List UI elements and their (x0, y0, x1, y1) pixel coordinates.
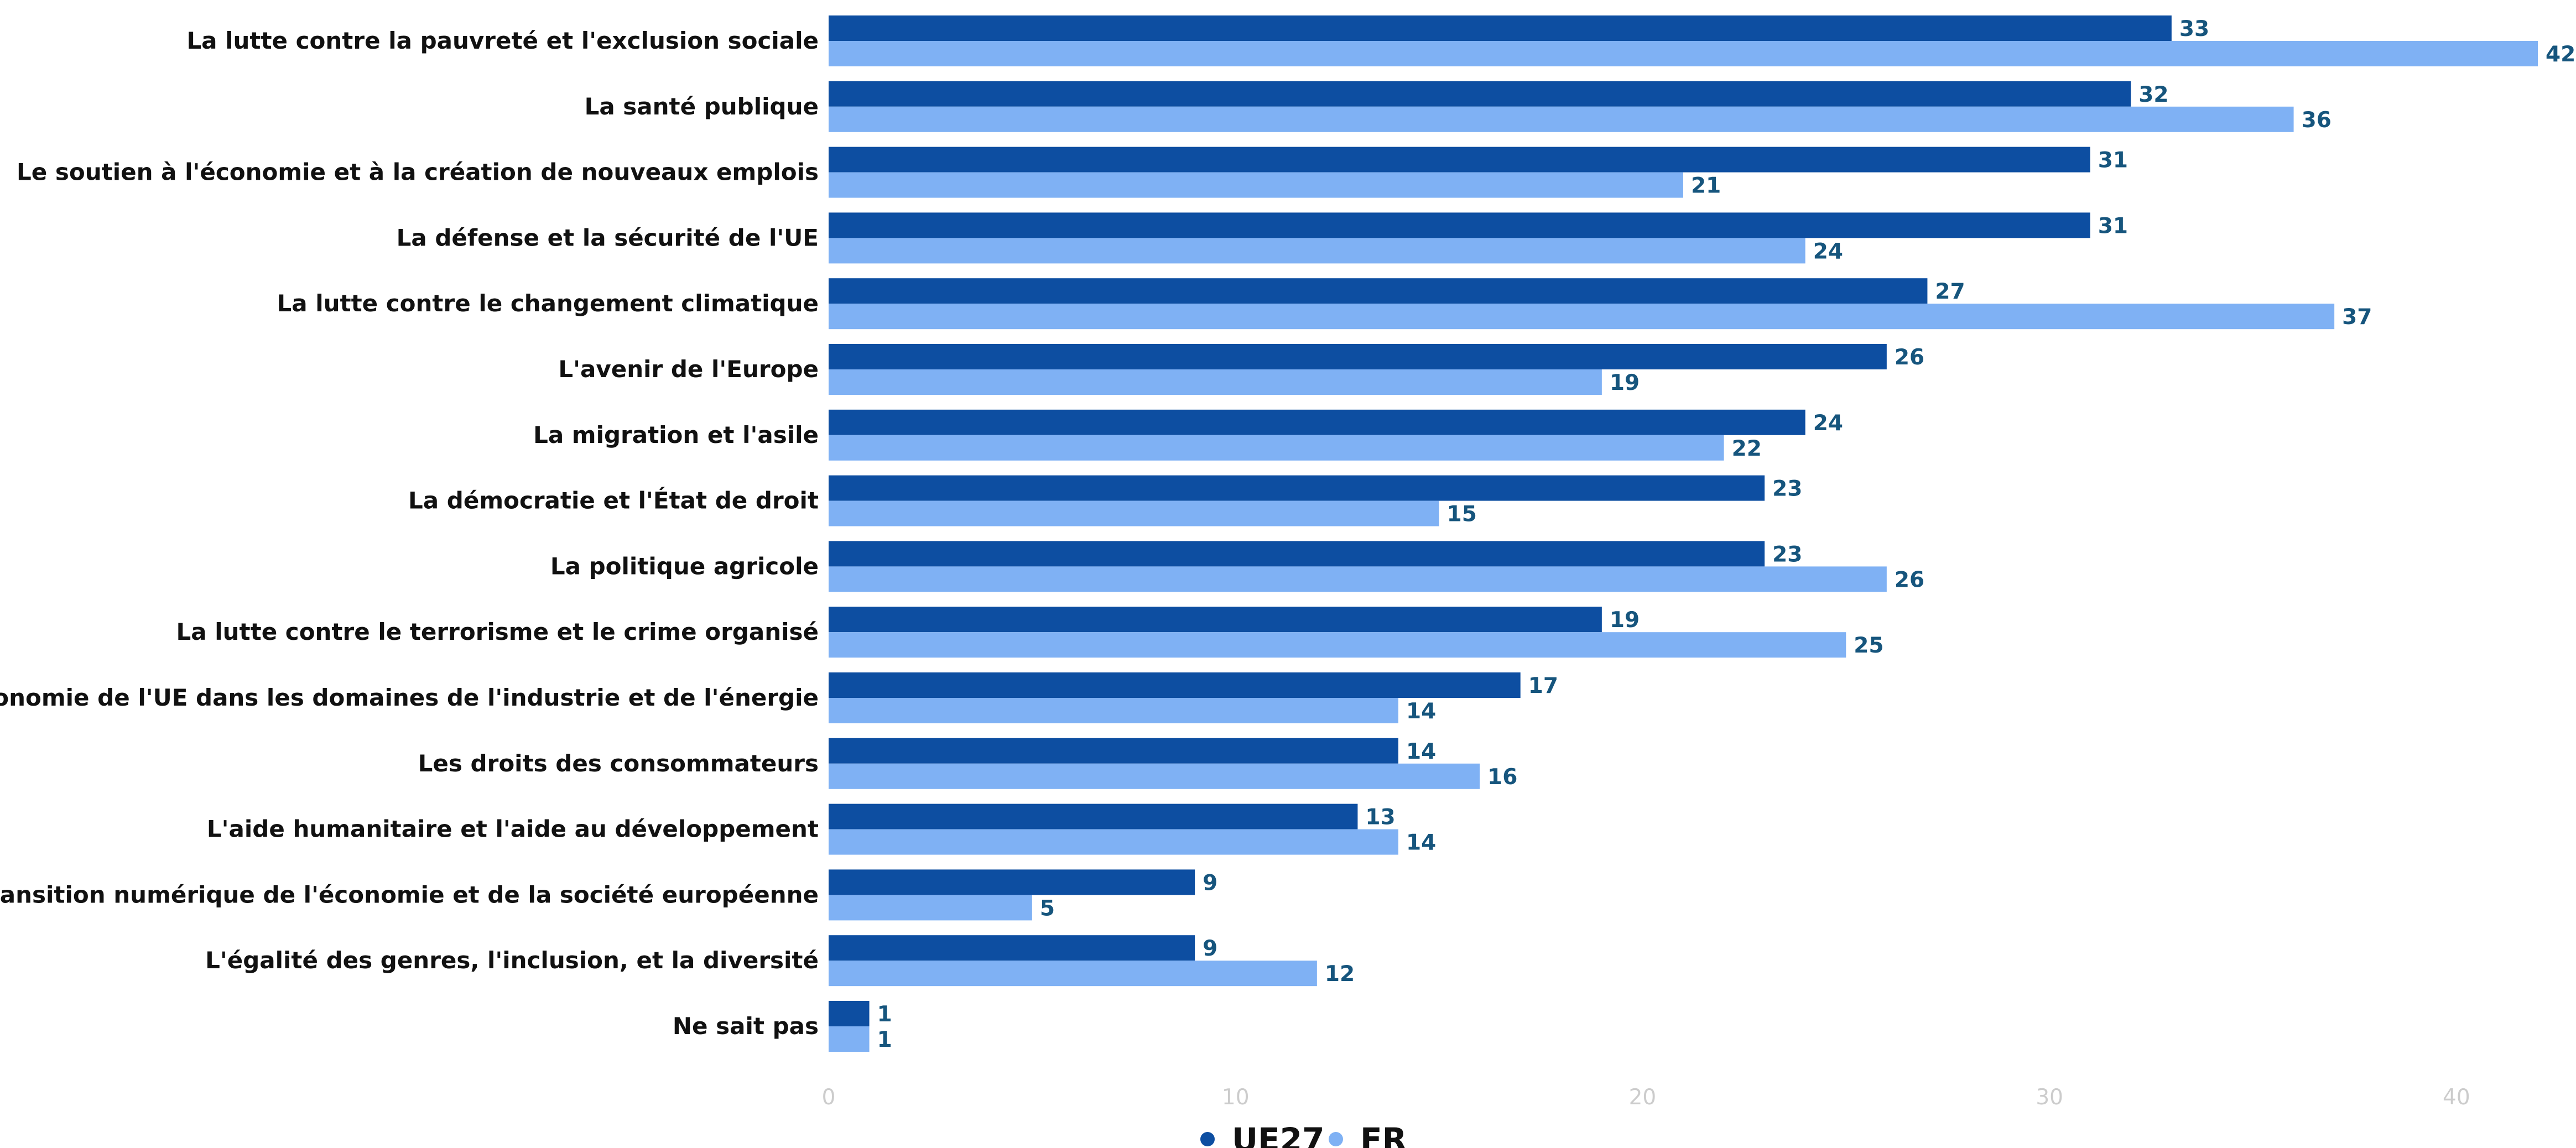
bar-fr[interactable] (829, 698, 1398, 723)
data-label-ue27: 31 (2098, 213, 2128, 238)
bar-ue27[interactable] (829, 1001, 870, 1026)
bar-fr[interactable] (829, 961, 1317, 987)
x-tick-label: 20 (1629, 1085, 1657, 1110)
legend-item-ue27[interactable]: UE27 (1200, 1121, 1324, 1148)
data-label-fr: 36 (2302, 108, 2332, 133)
legend-marker (1329, 1132, 1343, 1146)
bar-fr[interactable] (829, 1026, 870, 1052)
data-label-fr: 37 (2342, 305, 2372, 330)
bar-fr[interactable] (829, 895, 1032, 921)
bar-ue27[interactable] (829, 475, 1765, 501)
data-label-fr: 12 (1325, 962, 1355, 987)
category-labels: La lutte contre la pauvreté et l'exclusi… (0, 27, 819, 1040)
bar-ue27[interactable] (829, 81, 2131, 107)
data-label-fr: 24 (1813, 239, 1843, 264)
bar-fr[interactable] (829, 435, 1724, 461)
bar-ue27[interactable] (829, 278, 1928, 304)
data-label-fr: 5 (1040, 896, 1055, 921)
bar-fr[interactable] (829, 106, 2294, 132)
data-label-ue27: 26 (1895, 345, 1924, 370)
data-label-fr: 26 (1895, 567, 1924, 592)
bar-fr[interactable] (829, 566, 1887, 592)
legend-label: FR (1360, 1121, 1407, 1148)
x-tick-label: 10 (1222, 1085, 1250, 1110)
legend[interactable]: UE27 FR (1200, 1121, 1407, 1148)
category-label: La migration et l'asile (533, 421, 819, 448)
x-tick-label: 40 (2443, 1085, 2470, 1110)
data-label-ue27: 23 (1772, 477, 1802, 502)
bar-ue27[interactable] (829, 212, 2090, 238)
data-label-fr: 14 (1406, 699, 1436, 724)
data-label-ue27: 14 (1406, 739, 1436, 764)
data-label-ue27: 1 (877, 1002, 892, 1027)
bar-fr[interactable] (829, 829, 1398, 855)
category-label: La politique agricole (550, 552, 819, 580)
data-label-fr: 14 (1406, 831, 1436, 855)
data-label-fr: 21 (1691, 174, 1721, 199)
bar-fr[interactable] (829, 172, 1683, 198)
bar-ue27[interactable] (829, 803, 1358, 829)
bar-ue27[interactable] (829, 344, 1887, 369)
category-label: L'avenir de l'Europe (558, 356, 819, 383)
category-label: La lutte contre le terrorisme et le crim… (176, 618, 819, 645)
category-label: Le soutien à l'économie et à la création… (17, 159, 819, 186)
legend-item-fr[interactable]: FR (1329, 1121, 1407, 1148)
bar-fr[interactable] (829, 763, 1480, 789)
data-label-ue27: 9 (1203, 870, 1217, 895)
bar-ue27[interactable] (829, 738, 1398, 764)
category-label: La transition numérique de l'économie et… (0, 881, 819, 908)
bar-ue27[interactable] (829, 541, 1765, 567)
x-tick-label: 0 (822, 1085, 836, 1110)
data-label-ue27: 13 (1365, 805, 1395, 830)
data-label-ue27: 32 (2138, 82, 2168, 107)
category-label: L'égalité des genres, l'inclusion, et la… (205, 947, 819, 974)
bar-fr[interactable] (829, 238, 1805, 264)
bar-ue27[interactable] (829, 409, 1805, 435)
data-label-fr: 16 (1487, 765, 1517, 790)
bar-ue27[interactable] (829, 672, 1521, 698)
bar-fr[interactable] (829, 500, 1439, 526)
x-tick-label: 30 (2036, 1085, 2063, 1110)
category-label: Ne sait pas (673, 1013, 819, 1040)
category-label: L'aide humanitaire et l'aide au développ… (207, 816, 819, 843)
bar-fr[interactable] (829, 41, 2538, 66)
category-label: L'autonomie de l'UE dans les domaines de… (0, 684, 819, 711)
data-label-fr: 25 (1854, 633, 1883, 658)
data-label-ue27: 19 (1610, 608, 1640, 633)
data-label-ue27: 23 (1772, 542, 1802, 567)
bar-ue27[interactable] (829, 935, 1195, 961)
data-label-ue27: 9 (1203, 936, 1217, 961)
data-label-fr: 22 (1732, 436, 1762, 461)
category-label: La défense et la sécurité de l'UE (397, 224, 819, 251)
bar-fr[interactable] (829, 632, 1846, 658)
legend-label: UE27 (1232, 1121, 1324, 1148)
data-label-ue27: 31 (2098, 148, 2128, 173)
data-label-ue27: 17 (1528, 674, 1558, 698)
data-label-fr: 42 (2546, 42, 2575, 67)
data-label-ue27: 33 (2179, 17, 2209, 41)
bar-fr[interactable] (829, 369, 1602, 395)
value-labels: 3342323631213124273726192422231523261925… (877, 17, 2576, 1052)
bar-ue27[interactable] (829, 869, 1195, 895)
category-label: Les droits des consommateurs (418, 750, 819, 777)
data-label-ue27: 24 (1813, 411, 1843, 436)
bar-ue27[interactable] (829, 607, 1602, 633)
category-label: La lutte contre le changement climatique (277, 290, 819, 317)
bars (829, 15, 2538, 1052)
data-label-ue27: 27 (1935, 279, 1965, 304)
bar-ue27[interactable] (829, 147, 2090, 173)
category-label: La santé publique (585, 93, 819, 120)
category-label: La lutte contre la pauvreté et l'exclusi… (186, 27, 819, 54)
bar-ue27[interactable] (829, 15, 2172, 41)
data-label-fr: 19 (1610, 371, 1640, 395)
category-label: La démocratie et l'État de droit (408, 487, 819, 514)
data-label-fr: 15 (1447, 502, 1477, 527)
legend-marker (1200, 1132, 1215, 1146)
x-axis-ticks: 0 10 20 30 40 (822, 1085, 2470, 1110)
data-label-fr: 1 (877, 1027, 892, 1052)
bar-fr[interactable] (829, 304, 2335, 330)
